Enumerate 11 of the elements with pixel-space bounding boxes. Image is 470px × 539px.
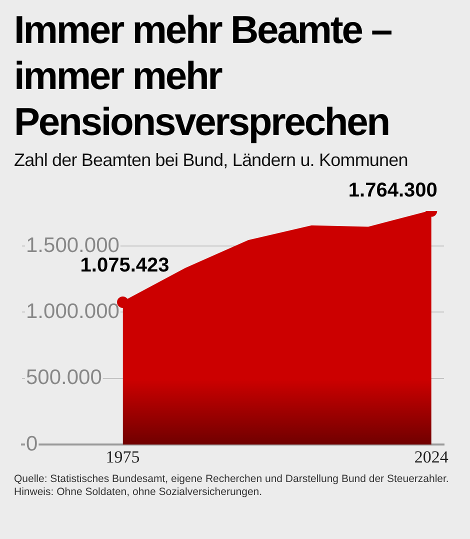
data-label: 1.764.300: [348, 180, 438, 202]
source-note: Quelle: Statistisches Bundesamt, eigene Recherchen und Darstellung Bund der Steuerzahler. Hinweis: Ohne Soldaten, ohne Sozialversicherungen.: [14, 473, 450, 499]
chart-title: Immer mehr Beamte – immer mehr Pensionsversprechen: [14, 8, 392, 146]
y-tick-label: 0: [26, 432, 38, 456]
x-tick-label: 1975: [106, 447, 140, 466]
x-tick-label: 2024: [414, 447, 449, 466]
y-tick-label: 1.000.000: [26, 300, 120, 323]
y-tick-label: 500.000: [26, 366, 102, 390]
data-label: 1.075.423: [80, 254, 170, 277]
y-tick-label: 1.500.000: [26, 234, 120, 257]
chart-subtitle: Zahl der Beamten bei Bund, Ländern u. Kommunen: [14, 150, 409, 171]
